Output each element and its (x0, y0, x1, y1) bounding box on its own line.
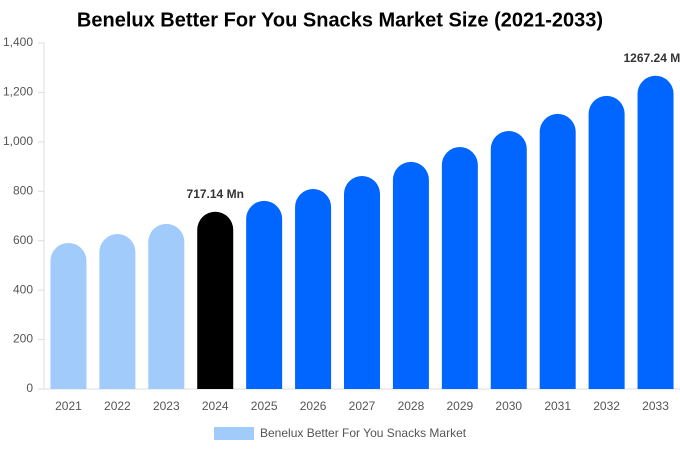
bar (392, 161, 429, 389)
x-tick-label: 2033 (642, 399, 669, 413)
y-tick-label: 1,000 (3, 134, 33, 148)
bar (539, 113, 576, 389)
x-tick-label: 2028 (398, 399, 425, 413)
x-tick-label: 2027 (349, 399, 376, 413)
x-tick-label: 2032 (593, 399, 620, 413)
legend-label: Benelux Better For You Snacks Market (260, 426, 467, 440)
bar (148, 223, 185, 389)
x-tick-label: 2026 (300, 399, 327, 413)
legend-swatch (214, 427, 254, 440)
x-tick-label: 2025 (251, 399, 278, 413)
x-tick-label: 2024 (202, 399, 229, 413)
bar (197, 211, 234, 389)
bar (441, 147, 478, 389)
value-label: 1267.24 Mn (624, 51, 680, 65)
y-tick-label: 400 (13, 282, 33, 296)
x-tick-label: 2030 (495, 399, 522, 413)
y-tick-label: 1,400 (3, 35, 33, 49)
bar (637, 75, 674, 390)
bar (588, 95, 625, 389)
y-tick-label: 200 (13, 332, 33, 346)
y-tick-label: 600 (13, 233, 33, 247)
y-tick-label: 0 (26, 381, 33, 395)
x-tick-label: 2029 (446, 399, 473, 413)
bar (246, 200, 283, 389)
x-tick-label: 2021 (55, 399, 82, 413)
value-label: 717.14 Mn (187, 187, 244, 201)
bar (99, 234, 136, 389)
bar (295, 189, 332, 389)
bar (490, 130, 527, 390)
chart-title: Benelux Better For You Snacks Market Siz… (77, 9, 603, 31)
bar (50, 242, 87, 389)
x-tick-label: 2023 (153, 399, 180, 413)
y-tick-label: 800 (13, 183, 33, 197)
x-tick-label: 2031 (544, 399, 571, 413)
bar (344, 175, 380, 389)
y-tick-label: 1,200 (3, 85, 33, 99)
x-tick-label: 2022 (104, 399, 131, 413)
